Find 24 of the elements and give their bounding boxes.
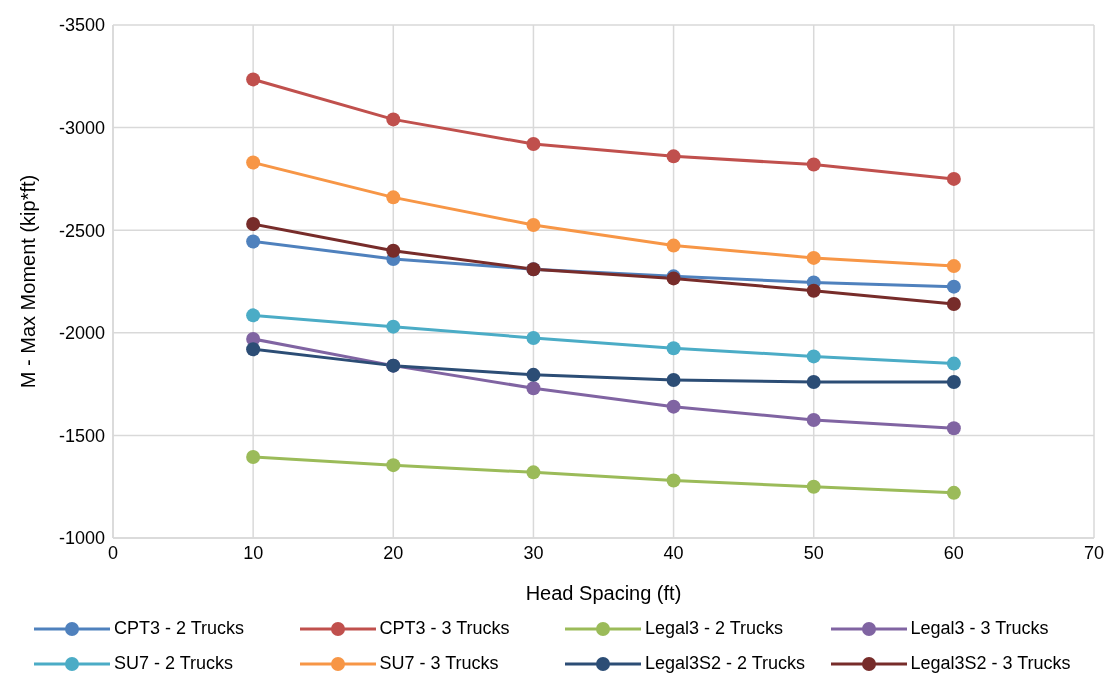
legend-label: Legal3S2 - 3 Trucks: [910, 653, 1071, 674]
y-tick-label: -2000: [58, 323, 105, 344]
x-tick-label: 50: [803, 542, 824, 563]
y-tick-label: -3000: [58, 117, 105, 138]
x-tick-label: 20: [383, 542, 404, 563]
x-tick-label: 60: [943, 542, 964, 563]
x-tick-label: 30: [523, 542, 544, 563]
legend-label: CPT3 - 2 Trucks: [114, 618, 245, 639]
x-tick-label: 40: [663, 542, 684, 563]
legend-label: Legal3 - 2 Trucks: [645, 618, 784, 639]
y-tick-label: -2500: [58, 220, 105, 241]
x-tick-label: 10: [243, 542, 264, 563]
x-axis-title: Head Spacing (ft): [525, 582, 682, 604]
y-tick-label: -1000: [58, 528, 105, 549]
legend-label: SU7 - 3 Trucks: [379, 653, 499, 674]
x-tick-label: 70: [1083, 542, 1105, 563]
x-tick-label: 0: [107, 542, 119, 563]
y-tick-label: -1500: [58, 425, 105, 446]
y-tick-label: -3500: [58, 15, 105, 36]
legend-label: Legal3S2 - 2 Trucks: [645, 653, 806, 674]
legend-label: Legal3 - 3 Trucks: [910, 618, 1049, 639]
y-axis-title: M - Max Moment (kip*ft): [17, 174, 40, 389]
legend-label: SU7 - 2 Trucks: [114, 653, 234, 674]
legend-label: CPT3 - 3 Trucks: [379, 618, 510, 639]
